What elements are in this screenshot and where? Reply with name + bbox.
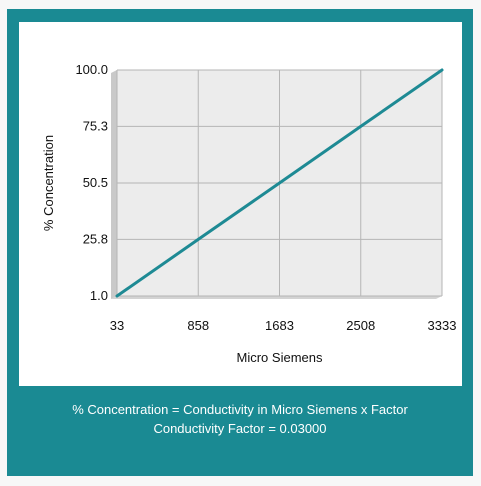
y-tick-label: 25.8 bbox=[83, 231, 108, 246]
plot-wall bbox=[111, 70, 117, 299]
plot-floor bbox=[111, 296, 442, 299]
data-point bbox=[197, 238, 200, 241]
x-tick-label: 33 bbox=[110, 318, 124, 333]
y-tick-label: 100.0 bbox=[75, 62, 108, 77]
data-point bbox=[440, 68, 444, 72]
y-tick-label: 1.0 bbox=[90, 288, 108, 303]
formula-text: % Concentration = Conductivity in Micro … bbox=[72, 402, 408, 417]
y-tick-label: 50.5 bbox=[83, 175, 108, 190]
x-tick-label: 1683 bbox=[265, 318, 294, 333]
footer: % Concentration = Conductivity in Micro … bbox=[7, 400, 473, 438]
x-axis-label: Micro Siemens bbox=[237, 350, 323, 365]
y-tick-label: 75.3 bbox=[83, 118, 108, 133]
y-axis-label: % Concentration bbox=[41, 135, 56, 231]
chart-card: 1.0 25.8 50.5 75.3 100.0 33 858 1683 2508 3333 Mic… bbox=[19, 22, 462, 386]
factor-text: Conductivity Factor = 0.03000 bbox=[153, 421, 327, 436]
x-tick-label: 2508 bbox=[346, 318, 375, 333]
chart: 1.0 25.8 50.5 75.3 100.0 33 858 1683 2508 3333 Mic… bbox=[41, 62, 457, 365]
x-tick-label: 858 bbox=[187, 318, 209, 333]
data-point bbox=[115, 294, 119, 298]
data-point bbox=[278, 181, 281, 185]
data-point bbox=[359, 125, 362, 128]
x-tick-label: 3333 bbox=[428, 318, 457, 333]
